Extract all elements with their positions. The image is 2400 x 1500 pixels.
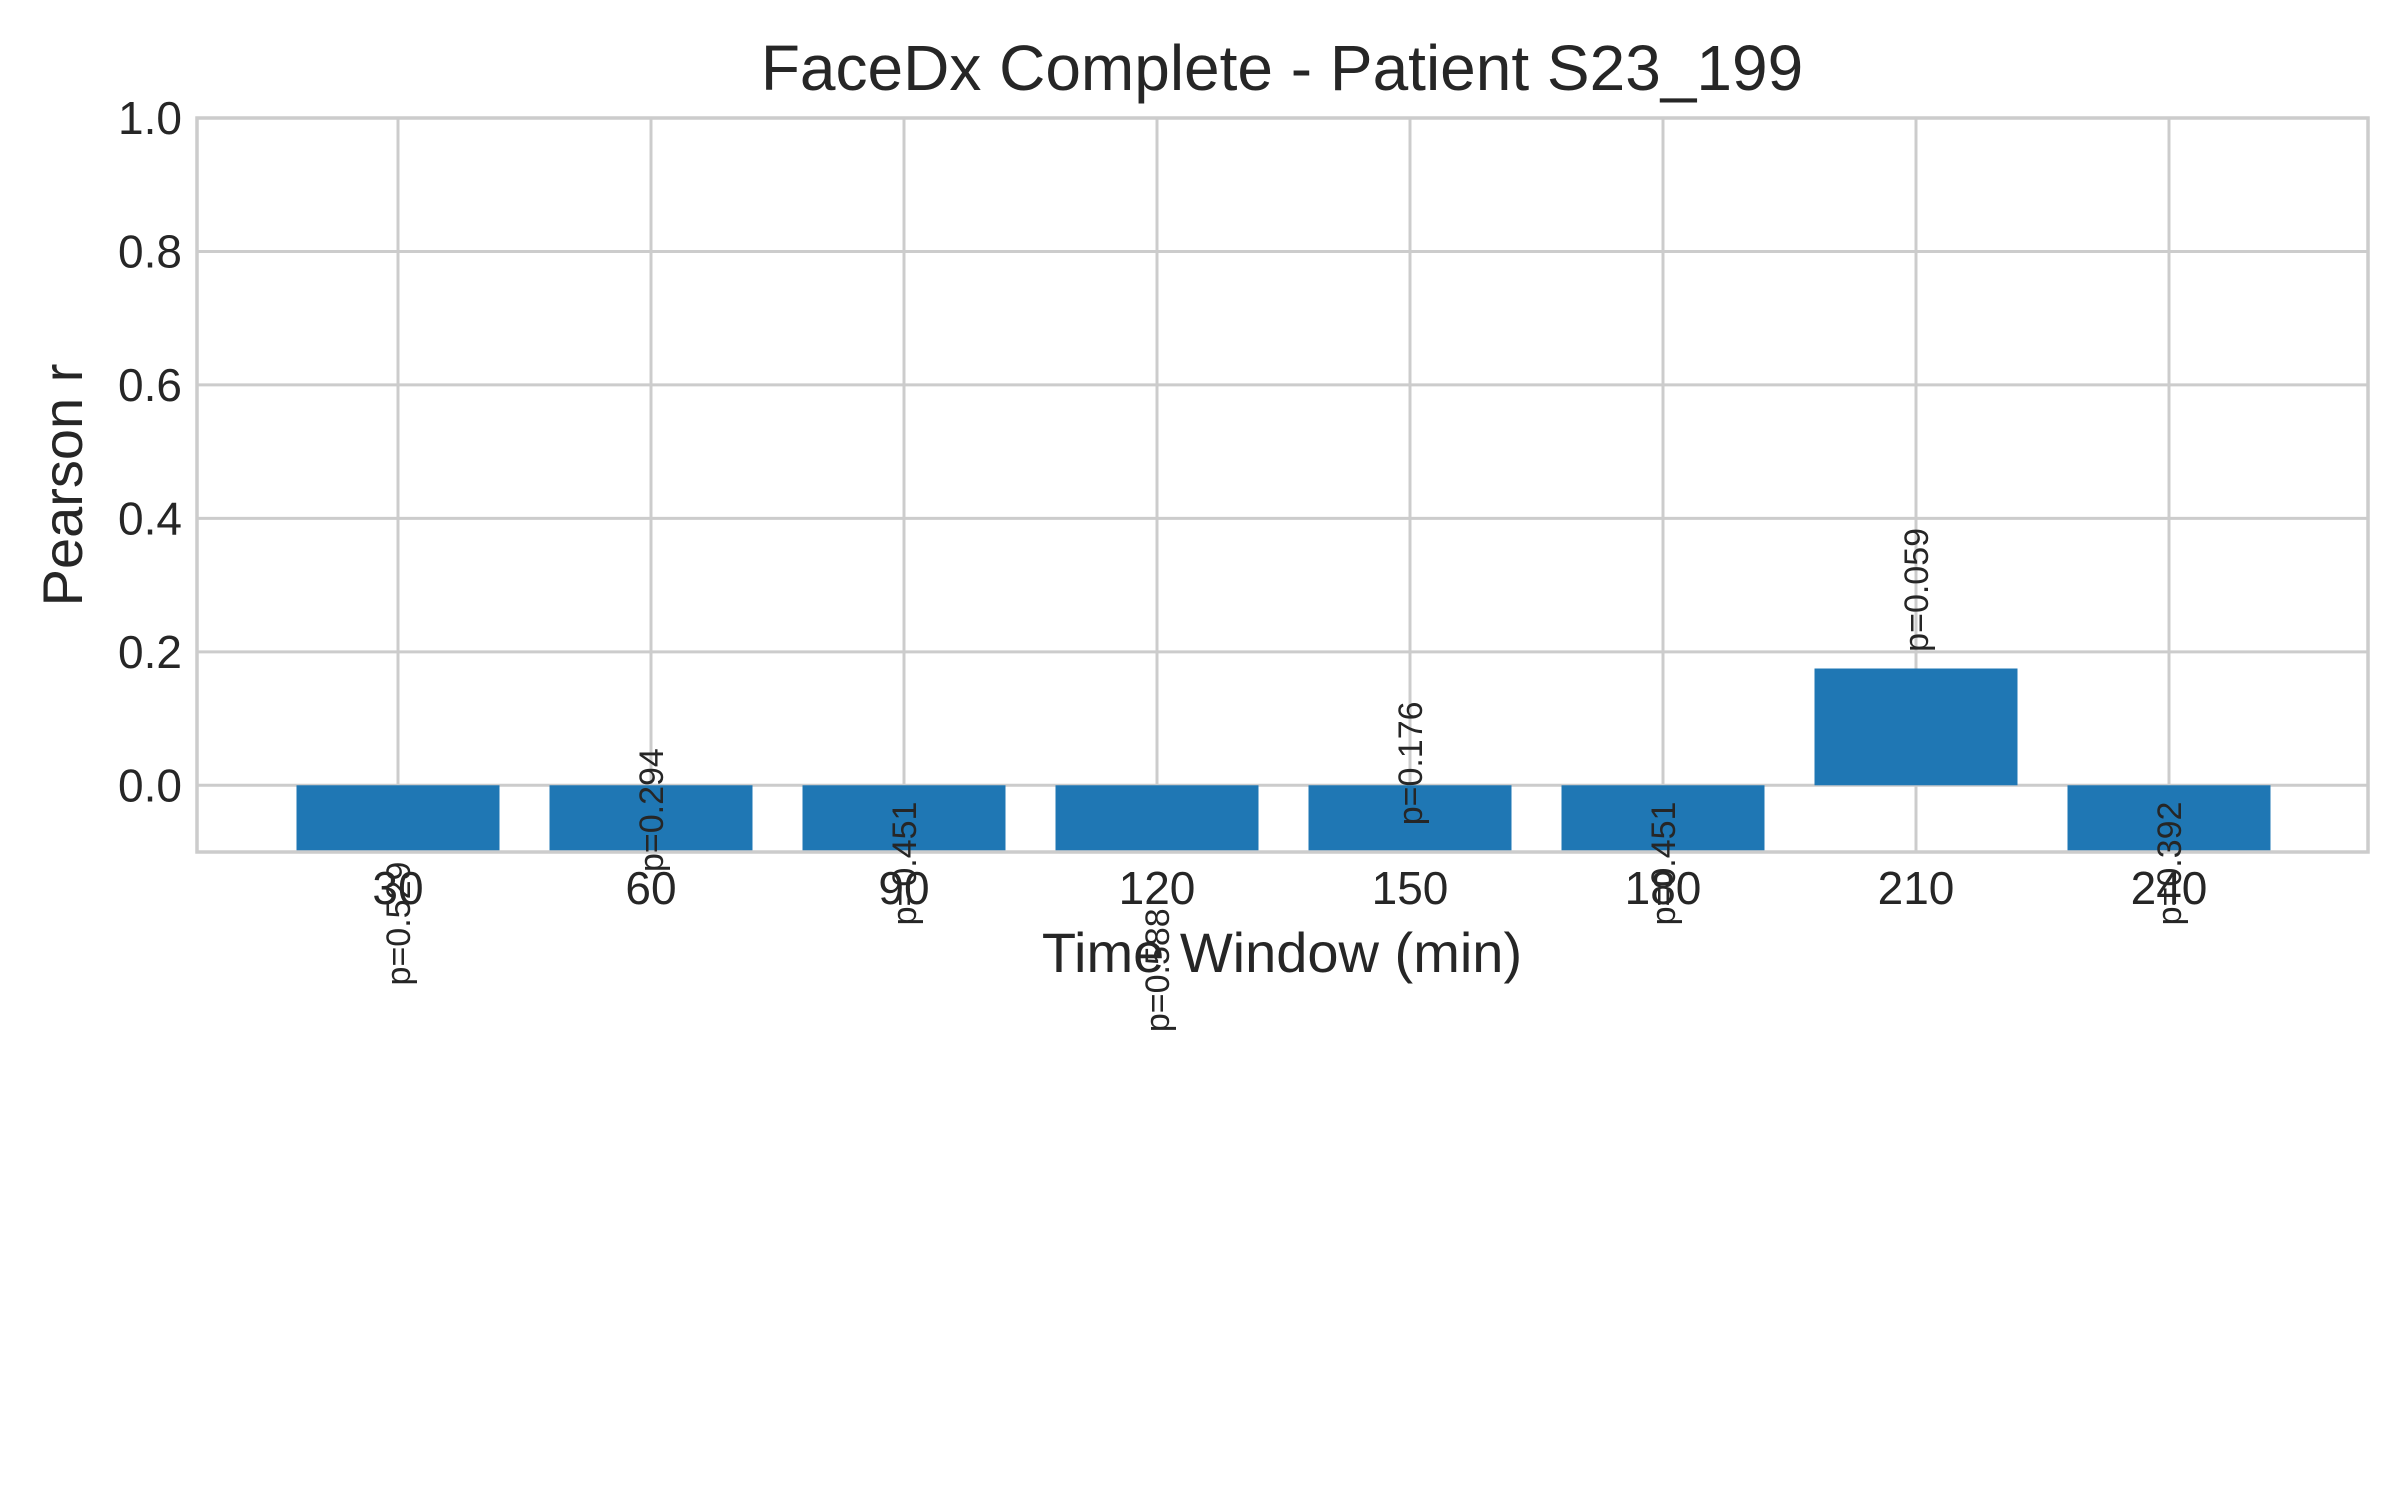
y-tick-label: 0.8 xyxy=(118,225,182,277)
bar-240 xyxy=(2067,785,2271,852)
y-tick-label: 0.2 xyxy=(118,626,182,678)
grid xyxy=(197,116,2368,852)
y-axis-ticks: 0.0 0.2 0.4 0.6 0.8 1.0 xyxy=(118,92,182,811)
bar-210 xyxy=(1814,668,2018,786)
x-tick-label: 180 xyxy=(1625,862,1702,914)
x-tick-label: 210 xyxy=(1878,862,1955,914)
p-value-label: p=0.451 xyxy=(886,802,924,926)
p-value-label: p=0.294 xyxy=(633,748,671,872)
bar-60 xyxy=(549,785,753,852)
bar-30 xyxy=(296,785,500,852)
x-tick-label: 120 xyxy=(1119,862,1196,914)
y-tick-label: 0.0 xyxy=(118,759,182,811)
bar-150 xyxy=(1308,785,1512,852)
p-value-label: p=0.176 xyxy=(1392,701,1430,825)
y-tick-label: 0.6 xyxy=(118,359,182,411)
x-tick-label: 60 xyxy=(625,862,676,914)
p-value-annotations: p=0.529 p=0.294 p=0.451 p=0.588 p=0.176 p=0.4… xyxy=(380,528,2189,1032)
y-tick-label: 0.4 xyxy=(118,492,182,544)
p-value-label: p=0.392 xyxy=(2151,802,2189,926)
x-tick-label: 90 xyxy=(878,862,929,914)
x-axis-label: Time Window (min) xyxy=(1042,921,1522,984)
x-tick-label: 240 xyxy=(2131,862,2208,914)
chart-title: FaceDx Complete - Patient S23_199 xyxy=(761,32,1803,104)
bars xyxy=(296,668,2271,852)
p-value-label: p=0.059 xyxy=(1898,528,1936,652)
bar-120 xyxy=(1055,785,1259,852)
bar-90 xyxy=(802,785,1006,852)
p-value-label: p=0.451 xyxy=(1645,802,1683,926)
x-axis-ticks: 30 60 90 120 150 180 210 240 xyxy=(372,862,2207,914)
x-tick-label: 30 xyxy=(372,862,423,914)
bar-180 xyxy=(1561,785,1765,852)
x-tick-label: 150 xyxy=(1372,862,1449,914)
y-tick-label: 1.0 xyxy=(118,92,182,144)
p-value-label: p=0.588 xyxy=(1139,908,1177,1032)
p-value-label: p=0.529 xyxy=(380,862,418,986)
y-axis-label: Pearson r xyxy=(31,364,94,607)
plot-frame xyxy=(195,116,2370,854)
